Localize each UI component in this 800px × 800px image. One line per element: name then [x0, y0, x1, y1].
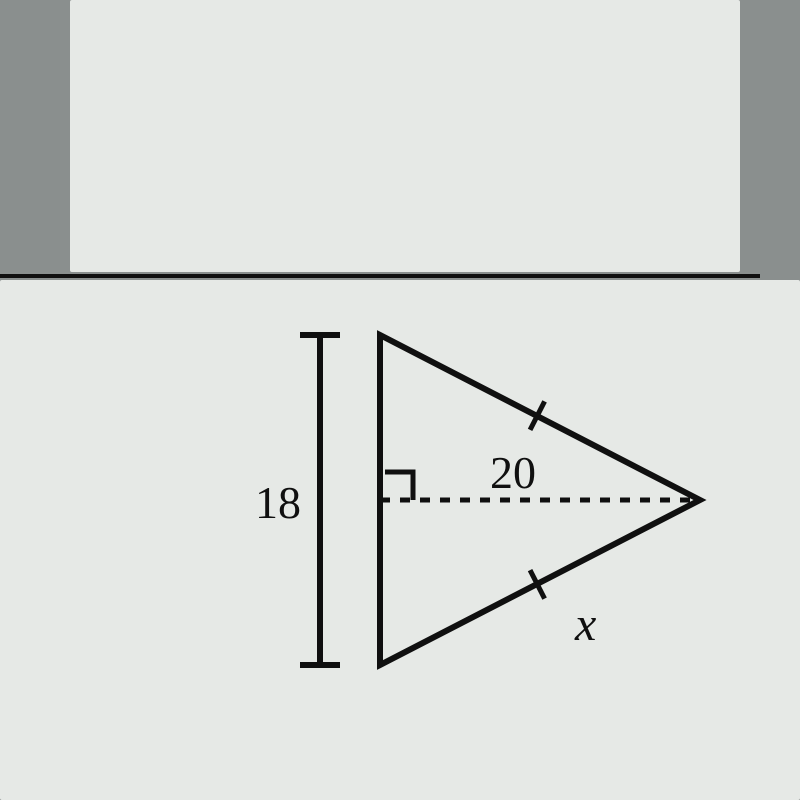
base-dimension-bracket	[300, 335, 340, 665]
label-altitude: 20	[490, 447, 536, 498]
right-angle-marker	[385, 472, 413, 500]
label-base: 18	[255, 477, 301, 528]
label-x: x	[574, 598, 596, 651]
triangle-diagram: 18 20 x	[0, 0, 800, 800]
